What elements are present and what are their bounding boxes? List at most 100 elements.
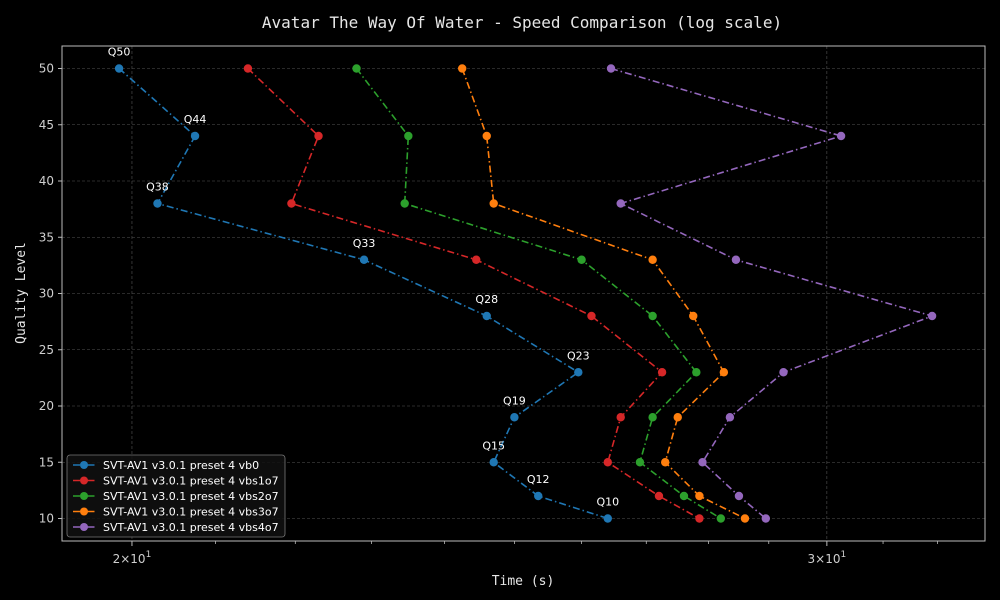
data-point bbox=[510, 413, 519, 422]
data-point bbox=[603, 458, 612, 467]
series-group bbox=[114, 64, 937, 523]
data-point bbox=[779, 368, 788, 377]
data-point bbox=[648, 311, 657, 321]
legend-swatch-marker bbox=[80, 523, 88, 531]
y-tick-label: 50 bbox=[39, 62, 54, 76]
point-annotation: Q12 bbox=[527, 473, 550, 486]
y-tick-label: 30 bbox=[39, 287, 54, 301]
data-point bbox=[404, 131, 413, 141]
annotations: Q50 Q44 Q38 Q33 Q28 Q23 Q19 Q15 Q12 Q10 bbox=[108, 46, 619, 509]
x-axis: 2×101 3×101 bbox=[113, 541, 938, 566]
data-point bbox=[603, 514, 612, 523]
data-point bbox=[616, 413, 625, 422]
data-point bbox=[698, 458, 707, 467]
data-point bbox=[574, 368, 583, 377]
data-point bbox=[719, 368, 729, 377]
data-point bbox=[661, 458, 670, 467]
data-point bbox=[725, 413, 735, 422]
y-tick-label: 10 bbox=[39, 512, 54, 526]
y-tick-label: 40 bbox=[39, 174, 54, 188]
series-line bbox=[610, 67, 935, 520]
legend-swatch-marker bbox=[80, 507, 88, 516]
data-point bbox=[482, 311, 491, 321]
data-point bbox=[153, 199, 162, 208]
data-point bbox=[314, 131, 323, 141]
point-annotation: Q19 bbox=[503, 394, 526, 407]
data-point bbox=[472, 255, 481, 264]
legend: SVT-AV1 v3.0.1 preset 4 vb0 SVT-AV1 v3.0.… bbox=[66, 454, 286, 538]
x-axis-label: Time (s) bbox=[492, 574, 555, 589]
point-annotation: Q23 bbox=[567, 349, 590, 362]
x-tick-base: 2×10 bbox=[113, 552, 146, 566]
data-point bbox=[734, 491, 744, 501]
data-point bbox=[587, 311, 596, 321]
data-point bbox=[616, 199, 625, 208]
data-point bbox=[695, 514, 704, 523]
data-point bbox=[359, 255, 369, 264]
point-annotation: Q44 bbox=[184, 113, 207, 126]
data-point bbox=[657, 368, 667, 377]
y-axis: 10 15 20 25 30 35 40 45 50 bbox=[39, 62, 62, 526]
data-point bbox=[740, 514, 750, 523]
data-point bbox=[654, 491, 664, 501]
data-point bbox=[577, 255, 586, 264]
legend-entry: SVT-AV1 v3.0.1 preset 4 vbs1o7 bbox=[103, 475, 279, 488]
data-point bbox=[352, 64, 361, 73]
data-point bbox=[606, 64, 616, 73]
legend-entry: SVT-AV1 v3.0.1 preset 4 vb0 bbox=[103, 459, 259, 472]
data-point bbox=[635, 458, 645, 467]
data-point bbox=[673, 413, 682, 422]
legend-entry: SVT-AV1 v3.0.1 preset 4 vbs3o7 bbox=[103, 506, 279, 519]
data-point bbox=[731, 255, 741, 264]
data-point bbox=[534, 491, 543, 501]
data-point bbox=[648, 255, 657, 264]
y-tick-label: 35 bbox=[39, 230, 54, 244]
legend-swatch-marker bbox=[80, 461, 88, 469]
x-tick-exponent: 1 bbox=[146, 550, 152, 560]
data-point bbox=[482, 131, 491, 141]
data-point bbox=[689, 311, 698, 321]
data-point bbox=[695, 491, 704, 501]
x-tick-base: 3×10 bbox=[808, 552, 841, 566]
x-tick-exponent: 1 bbox=[840, 550, 846, 560]
legend-swatch-marker bbox=[80, 492, 88, 500]
data-point bbox=[400, 199, 409, 208]
data-point bbox=[836, 131, 846, 141]
data-point bbox=[927, 311, 937, 321]
y-tick-label: 25 bbox=[39, 343, 54, 357]
grid bbox=[62, 46, 985, 541]
series-line bbox=[118, 67, 609, 520]
x-tick-label: 3×101 bbox=[808, 550, 847, 566]
point-annotation: Q10 bbox=[596, 496, 619, 509]
data-point bbox=[114, 64, 124, 73]
point-annotation: Q50 bbox=[108, 46, 131, 59]
legend-entry: SVT-AV1 v3.0.1 preset 4 vbs2o7 bbox=[103, 490, 279, 503]
data-point bbox=[287, 199, 296, 208]
legend-swatch-marker bbox=[80, 476, 88, 485]
data-point bbox=[489, 199, 498, 208]
data-point bbox=[716, 514, 726, 523]
legend-entry: SVT-AV1 v3.0.1 preset 4 vbs4o7 bbox=[103, 521, 279, 534]
y-tick-label: 20 bbox=[39, 399, 54, 413]
series-line bbox=[461, 68, 746, 520]
y-tick-label: 45 bbox=[39, 118, 54, 132]
series-line bbox=[247, 67, 700, 520]
y-axis-label: Quality Level bbox=[14, 242, 29, 344]
data-point bbox=[489, 458, 498, 467]
data-point bbox=[648, 413, 657, 422]
point-annotation: Q15 bbox=[482, 439, 505, 452]
x-tick-label: 2×101 bbox=[113, 550, 152, 566]
point-annotation: Q33 bbox=[353, 237, 376, 250]
data-point bbox=[457, 64, 467, 73]
data-point bbox=[679, 491, 689, 501]
data-point bbox=[243, 64, 253, 73]
series-line bbox=[355, 68, 722, 520]
chart-title: Avatar The Way Of Water - Speed Comparis… bbox=[262, 13, 782, 32]
data-point bbox=[761, 514, 770, 523]
data-point bbox=[190, 131, 200, 141]
data-point bbox=[692, 368, 701, 377]
legend-box bbox=[66, 454, 286, 538]
point-annotation: Q38 bbox=[146, 181, 169, 194]
point-annotation: Q28 bbox=[475, 293, 498, 306]
